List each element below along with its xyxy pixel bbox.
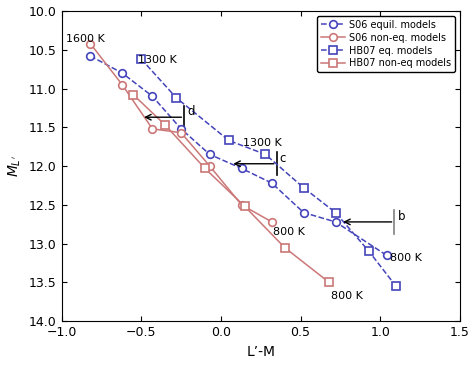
S06 equil. models (383, 253, 389, 257)
Legend: S06 equil. models, S06 non-eq. models, HB07 eq. models, HB07 non-eq models: S06 equil. models, S06 non-eq. models, H… (317, 16, 455, 72)
Text: c: c (280, 152, 286, 165)
S06 equil. models (269, 181, 275, 185)
HB07 eq. models (226, 138, 232, 143)
HB07 non-eq models (282, 245, 287, 250)
Line: S06 equil. models: S06 equil. models (86, 52, 390, 259)
HB07 eq. models (333, 211, 338, 215)
S06 equil. models (207, 152, 212, 157)
Text: 1600 K: 1600 K (66, 34, 105, 44)
HB07 non-eq models (326, 280, 332, 285)
Text: b: b (398, 210, 405, 223)
S06 non-eq. models (150, 127, 155, 131)
S06 non-eq. models (207, 164, 212, 168)
S06 equil. models (87, 54, 93, 58)
HB07 eq. models (393, 284, 399, 288)
HB07 eq. models (366, 249, 372, 254)
S06 non-eq. models (239, 203, 245, 207)
S06 equil. models (239, 166, 245, 170)
HB07 non-eq models (202, 166, 208, 170)
S06 equil. models (119, 71, 125, 75)
HB07 non-eq models (242, 204, 247, 209)
Y-axis label: $M_{L'}$: $M_{L'}$ (7, 155, 23, 177)
HB07 eq. models (173, 96, 179, 100)
S06 equil. models (178, 127, 184, 131)
Line: HB07 eq. models: HB07 eq. models (137, 55, 400, 290)
Text: 800 K: 800 K (273, 227, 305, 237)
HB07 non-eq models (162, 123, 168, 127)
X-axis label: L’-M: L’-M (246, 345, 275, 359)
HB07 non-eq models (130, 93, 136, 97)
Text: 800 K: 800 K (390, 253, 421, 262)
S06 non-eq. models (269, 220, 275, 224)
Line: HB07 non-eq models: HB07 non-eq models (129, 91, 333, 286)
Text: 1300 K: 1300 K (243, 138, 282, 148)
HB07 eq. models (263, 152, 268, 157)
S06 non-eq. models (87, 41, 93, 46)
S06 non-eq. models (119, 82, 125, 87)
S06 equil. models (333, 220, 338, 224)
Line: S06 non-eq. models: S06 non-eq. models (86, 40, 276, 226)
S06 equil. models (150, 94, 155, 99)
S06 non-eq. models (178, 131, 184, 135)
HB07 eq. models (138, 57, 144, 61)
HB07 eq. models (301, 186, 307, 190)
Text: d: d (187, 105, 195, 118)
Text: 1300 K: 1300 K (138, 55, 177, 65)
S06 equil. models (301, 211, 307, 215)
Text: 800 K: 800 K (331, 291, 363, 301)
